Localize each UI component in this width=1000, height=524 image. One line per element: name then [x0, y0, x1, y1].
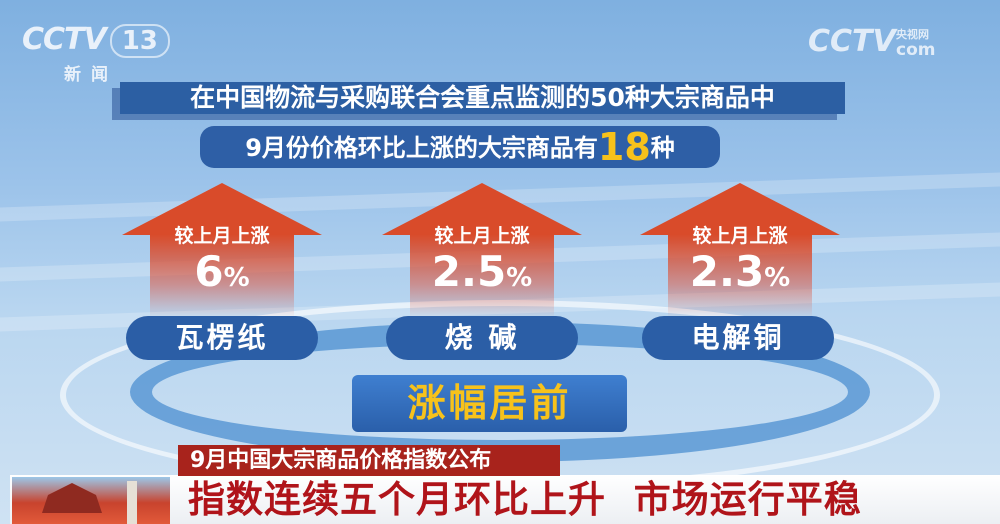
watermark-cn: 央视网	[896, 28, 929, 41]
topic-label: 9月中国大宗商品价格指数公布	[178, 445, 560, 476]
item-label: 较上月上涨	[174, 225, 270, 247]
logo-sub: 新闻	[64, 65, 118, 85]
headline: 指数连续五个月环比上升 市场运行平稳	[188, 478, 862, 521]
tiananmen-image	[12, 477, 170, 524]
item-value: 2.3%	[689, 247, 791, 296]
lower-third-bar	[10, 475, 1000, 524]
top-gainers-badge: 涨幅居前	[352, 375, 627, 432]
up-arrow-icon: 较上月上涨 2.5%	[382, 183, 582, 318]
subtitle-prefix: 9月份价格环比上涨的大宗商品有	[245, 134, 598, 162]
subtitle-banner: 9月份价格环比上涨的大宗商品有18种	[200, 126, 720, 168]
watermark-brand: CCTV	[808, 24, 896, 59]
commodity-pill: 电解铜	[642, 316, 834, 360]
watermark-logo: CCTV 央视网 com	[808, 24, 935, 60]
watermark-com: com	[896, 40, 936, 60]
item-value: 6%	[194, 247, 250, 296]
subtitle-count: 18	[597, 125, 651, 169]
item-label: 较上月上涨	[434, 225, 530, 247]
item-value: 2.5%	[431, 247, 533, 296]
subtitle-suffix: 种	[650, 134, 675, 162]
up-arrow-icon: 较上月上涨 2.3%	[640, 183, 840, 318]
up-arrow-icon: 较上月上涨 6%	[122, 183, 322, 318]
logo-number: 13	[109, 24, 170, 58]
commodity-pill: 烧 碱	[386, 316, 578, 360]
channel-logo: CCTV 13 新闻	[22, 22, 170, 85]
commodity-pill: 瓦楞纸	[126, 316, 318, 360]
item-label: 较上月上涨	[692, 225, 788, 247]
title-banner: 在中国物流与采购联合会重点监测的50种大宗商品中	[120, 82, 845, 114]
logo-cctv: CCTV	[22, 22, 107, 57]
